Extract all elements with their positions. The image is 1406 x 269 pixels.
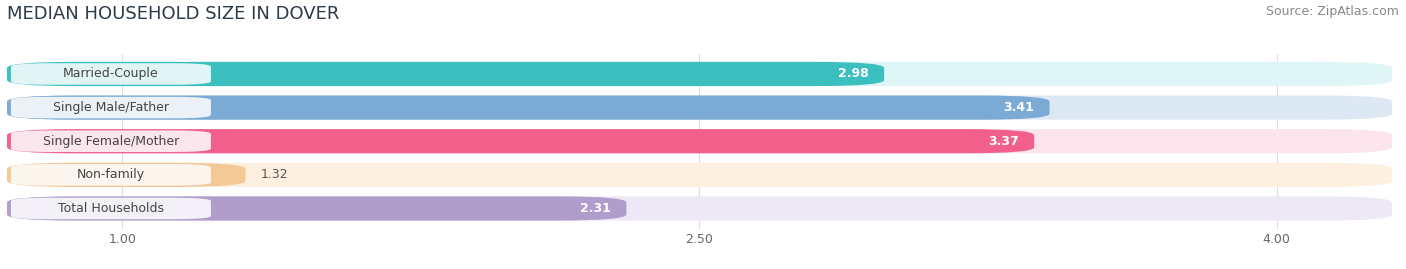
- Text: Non-family: Non-family: [77, 168, 145, 181]
- FancyBboxPatch shape: [11, 164, 211, 186]
- Text: Source: ZipAtlas.com: Source: ZipAtlas.com: [1265, 5, 1399, 18]
- FancyBboxPatch shape: [7, 62, 884, 86]
- FancyBboxPatch shape: [11, 97, 211, 118]
- FancyBboxPatch shape: [11, 198, 211, 219]
- FancyBboxPatch shape: [11, 130, 211, 152]
- Text: MEDIAN HOUSEHOLD SIZE IN DOVER: MEDIAN HOUSEHOLD SIZE IN DOVER: [7, 5, 339, 23]
- FancyBboxPatch shape: [7, 196, 1392, 221]
- FancyBboxPatch shape: [7, 163, 1392, 187]
- FancyBboxPatch shape: [7, 129, 1035, 153]
- Text: Single Male/Father: Single Male/Father: [53, 101, 169, 114]
- FancyBboxPatch shape: [7, 129, 1392, 153]
- FancyBboxPatch shape: [7, 196, 627, 221]
- Text: 3.41: 3.41: [1004, 101, 1035, 114]
- Text: 2.98: 2.98: [838, 68, 869, 80]
- Text: 1.32: 1.32: [262, 168, 288, 181]
- FancyBboxPatch shape: [7, 95, 1392, 120]
- Text: 2.31: 2.31: [581, 202, 612, 215]
- FancyBboxPatch shape: [11, 63, 211, 85]
- Text: Married-Couple: Married-Couple: [63, 68, 159, 80]
- Text: Total Households: Total Households: [58, 202, 165, 215]
- Text: Single Female/Mother: Single Female/Mother: [42, 135, 179, 148]
- FancyBboxPatch shape: [7, 163, 246, 187]
- FancyBboxPatch shape: [7, 95, 1049, 120]
- FancyBboxPatch shape: [7, 62, 1392, 86]
- Text: 3.37: 3.37: [988, 135, 1019, 148]
